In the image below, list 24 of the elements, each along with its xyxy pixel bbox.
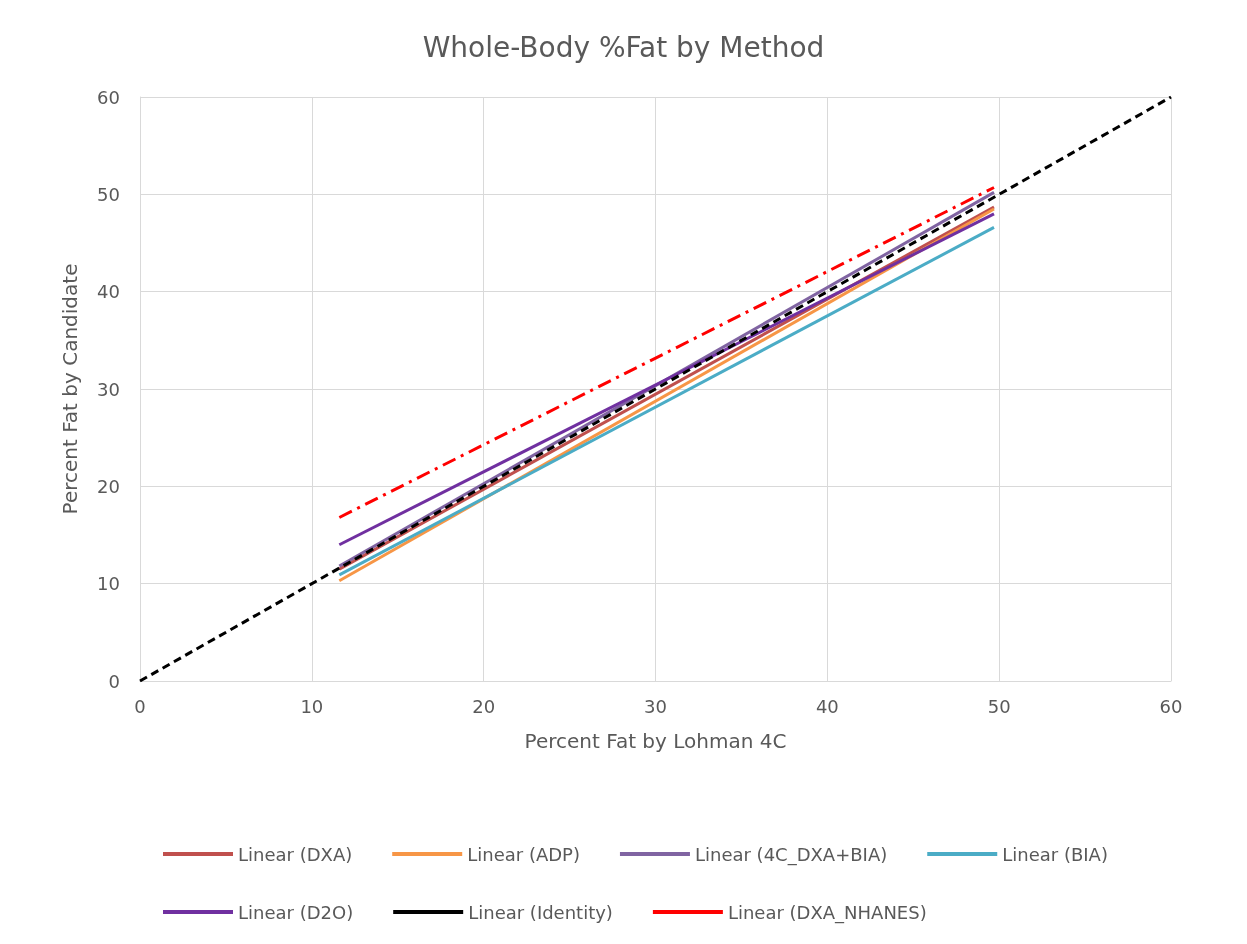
y-tick-label: 0 [108, 670, 120, 692]
x-tick-label: 20 [472, 695, 496, 717]
x-tick-label: 10 [300, 695, 324, 717]
y-axis-title: Percent Fat by Candidate [58, 263, 82, 515]
y-tick-label: 30 [97, 378, 120, 400]
legend-label: Linear (4C_DXA+BIA) [694, 843, 888, 866]
y-tick-label: 40 [97, 281, 120, 303]
chart-title: Whole-Body %Fat by Method [422, 30, 825, 64]
legend-label: Linear (BIA) [1002, 843, 1108, 865]
x-tick-label: 50 [987, 695, 1011, 717]
legend-label: Linear (Identity) [468, 901, 613, 923]
legend-label: Linear (DXA) [238, 843, 353, 865]
x-tick-label: 0 [134, 695, 146, 717]
legend-label: Linear (D2O) [238, 901, 354, 923]
y-tick-label: 20 [97, 475, 120, 497]
x-tick-label: 30 [644, 695, 667, 717]
x-tick-label: 40 [815, 695, 839, 717]
x-tick-label: 60 [1159, 695, 1183, 717]
legend-label: Linear (ADP) [467, 843, 580, 865]
x-axis-title: Percent Fat by Lohman 4C [524, 729, 787, 753]
y-tick-label: 60 [97, 86, 120, 108]
y-tick-label: 50 [97, 183, 120, 205]
legend-label: Linear (DXA_NHANES) [727, 901, 927, 924]
y-tick-label: 10 [97, 573, 120, 595]
